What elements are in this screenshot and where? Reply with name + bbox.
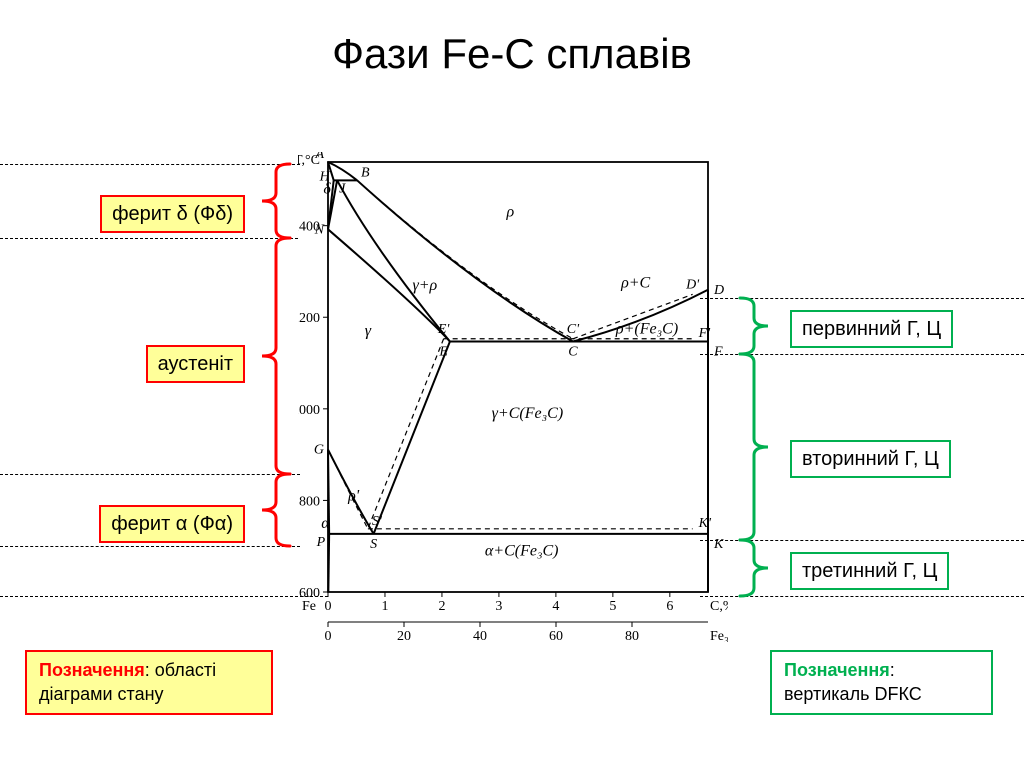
svg-text:δ: δ xyxy=(323,181,331,198)
label-tertiary: третинний Г, Ц xyxy=(790,552,949,590)
svg-text:800: 800 xyxy=(299,494,320,509)
svg-text:80: 80 xyxy=(625,629,639,642)
svg-text:ρ+(Fe₃C): ρ+(Fe₃C) xyxy=(615,320,678,337)
svg-text:ρ: ρ xyxy=(505,203,514,220)
svg-text:K': K' xyxy=(698,516,712,531)
svg-text:E: E xyxy=(438,345,448,360)
label-secondary: вторинний Г, Ц xyxy=(790,440,951,478)
svg-text:Fe₃C,%: Fe₃C,% xyxy=(710,629,728,642)
svg-text:C: C xyxy=(568,345,578,360)
svg-text:B: B xyxy=(361,165,370,180)
label-ferrite-alpha: ферит α (Фα) xyxy=(99,505,245,543)
legend-left: Позначення: області діаграми стану xyxy=(25,650,273,715)
svg-text:ρ': ρ' xyxy=(347,487,360,504)
guide-line xyxy=(700,298,1024,299)
svg-text:F: F xyxy=(713,345,723,360)
svg-text:60: 60 xyxy=(549,629,563,642)
svg-text:4: 4 xyxy=(552,599,559,614)
svg-text:ρ+C: ρ+C xyxy=(620,274,650,291)
svg-text:1200: 1200 xyxy=(298,311,320,326)
svg-text:1: 1 xyxy=(381,599,388,614)
svg-text:α+C(Fe₃C): α+C(Fe₃C) xyxy=(485,542,559,559)
svg-text:S: S xyxy=(370,537,377,552)
page-title: Фази Fe-C сплавів xyxy=(0,30,1024,78)
svg-text:0: 0 xyxy=(325,629,332,642)
guide-line xyxy=(0,164,300,165)
svg-text:5: 5 xyxy=(609,599,616,614)
svg-text:C': C' xyxy=(567,322,580,337)
svg-text:40: 40 xyxy=(473,629,487,642)
guide-line xyxy=(0,596,328,597)
svg-text:N: N xyxy=(314,222,325,237)
svg-text:1000: 1000 xyxy=(298,403,320,418)
svg-text:D: D xyxy=(713,283,724,298)
svg-text:J: J xyxy=(339,181,346,196)
guide-line xyxy=(0,474,300,475)
svg-text:6: 6 xyxy=(666,599,673,614)
svg-text:γ+C(Fe₃C): γ+C(Fe₃C) xyxy=(492,405,564,422)
svg-text:A: A xyxy=(314,152,324,162)
svg-text:S': S' xyxy=(372,514,383,529)
guide-line xyxy=(700,354,1024,355)
label-austenite: аустеніт xyxy=(146,345,245,383)
svg-text:0: 0 xyxy=(325,599,332,614)
guide-line xyxy=(0,238,298,239)
svg-text:2: 2 xyxy=(438,599,445,614)
svg-text:F': F' xyxy=(698,326,712,341)
svg-text:20: 20 xyxy=(397,629,411,642)
svg-text:K: K xyxy=(713,537,724,552)
legend-right: Позначення: вертикаль DFКС xyxy=(770,650,993,715)
svg-text:P: P xyxy=(316,535,326,550)
svg-text:Fe: Fe xyxy=(302,599,316,614)
phase-diagram: 600800100012001400T,°C0123456C,%Fe020406… xyxy=(298,152,728,642)
guide-line xyxy=(700,540,1024,541)
guide-line xyxy=(0,546,300,547)
svg-text:γ: γ xyxy=(365,323,372,340)
svg-text:3: 3 xyxy=(495,599,502,614)
svg-text:C,%: C,% xyxy=(710,599,728,614)
label-primary: первинний Г, Ц xyxy=(790,310,953,348)
svg-text:α: α xyxy=(321,515,330,532)
label-ferrite-delta: ферит δ (Фδ) xyxy=(100,195,245,233)
guide-line xyxy=(700,596,1024,597)
svg-text:E': E' xyxy=(437,322,451,337)
svg-text:G: G xyxy=(314,443,324,458)
svg-text:γ+ρ: γ+ρ xyxy=(412,277,437,294)
svg-text:D': D' xyxy=(685,277,700,292)
